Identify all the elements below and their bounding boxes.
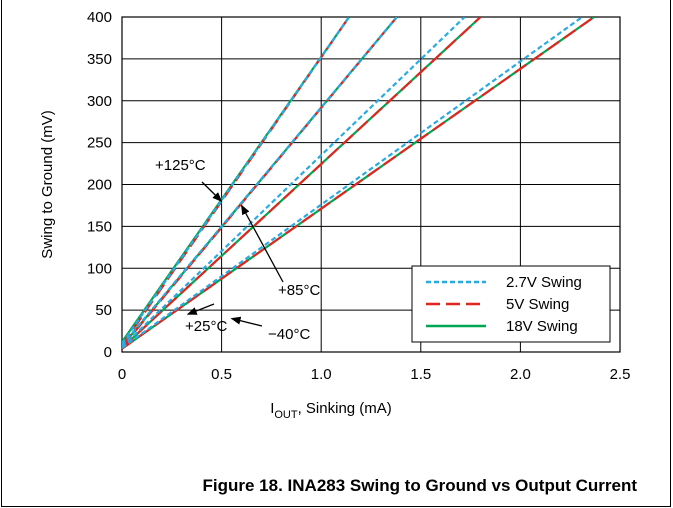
swing-chart: 0 0.5 1.0 1.5 2.0 2.5 0 50 100 150 200 250 300 350 400…: [39, 9, 631, 421]
y-axis-label: Swing to Ground (mV): [39, 110, 56, 258]
x-tick-label: 1.0: [311, 366, 332, 383]
x-tick-label: 0: [118, 366, 126, 383]
annotation-arrow: [240, 204, 284, 283]
y-tick-label: 300: [87, 93, 112, 110]
plot-area-border: [121, 16, 621, 353]
x-tick-label: 0.5: [211, 366, 232, 383]
figure-caption: Figure 18. INA283 Swing to Ground vs Out…: [202, 476, 637, 495]
annotation-arrow: [201, 181, 223, 202]
temperature-label: +125°C: [155, 157, 206, 174]
series-line-2_7V-25C: [122, 17, 466, 348]
y-tick-label: 0: [104, 344, 112, 361]
legend-box: [411, 265, 611, 343]
annotation-arrow: [186, 303, 215, 315]
y-tick-label: 100: [87, 260, 112, 277]
y-tick-label: 250: [87, 135, 112, 152]
y-tick-label: 350: [87, 51, 112, 68]
series-line-5V-40C: [122, 17, 595, 350]
series-line-2_7V-85C: [122, 17, 398, 347]
legend-label: 18V Swing: [506, 318, 578, 335]
x-tick-label: 2.5: [610, 366, 631, 383]
y-tick-label: 400: [87, 9, 112, 26]
series-line-5V-25C: [122, 17, 482, 349]
y-tick-label: 200: [87, 177, 112, 194]
series-line-5V-85C: [122, 17, 398, 348]
x-axis-label: IOUT, Sinking (mA): [270, 400, 392, 421]
legend-label: 5V Swing: [506, 296, 569, 313]
series-line-2_7V-125C: [122, 17, 350, 345]
y-tick-label: 50: [95, 302, 112, 319]
x-tick-label: 1.5: [410, 366, 431, 383]
temperature-label: −40°C: [268, 326, 310, 343]
series-line-2_7V-40C: [122, 17, 583, 349]
temperature-label: +25°C: [185, 318, 227, 335]
y-tick-label: 150: [87, 218, 112, 235]
annotation-arrow: [230, 316, 263, 327]
x-tick-label: 2.0: [510, 366, 531, 383]
legend-label: 2.7V Swing: [506, 274, 582, 291]
temperature-label: +85°C: [278, 282, 320, 299]
